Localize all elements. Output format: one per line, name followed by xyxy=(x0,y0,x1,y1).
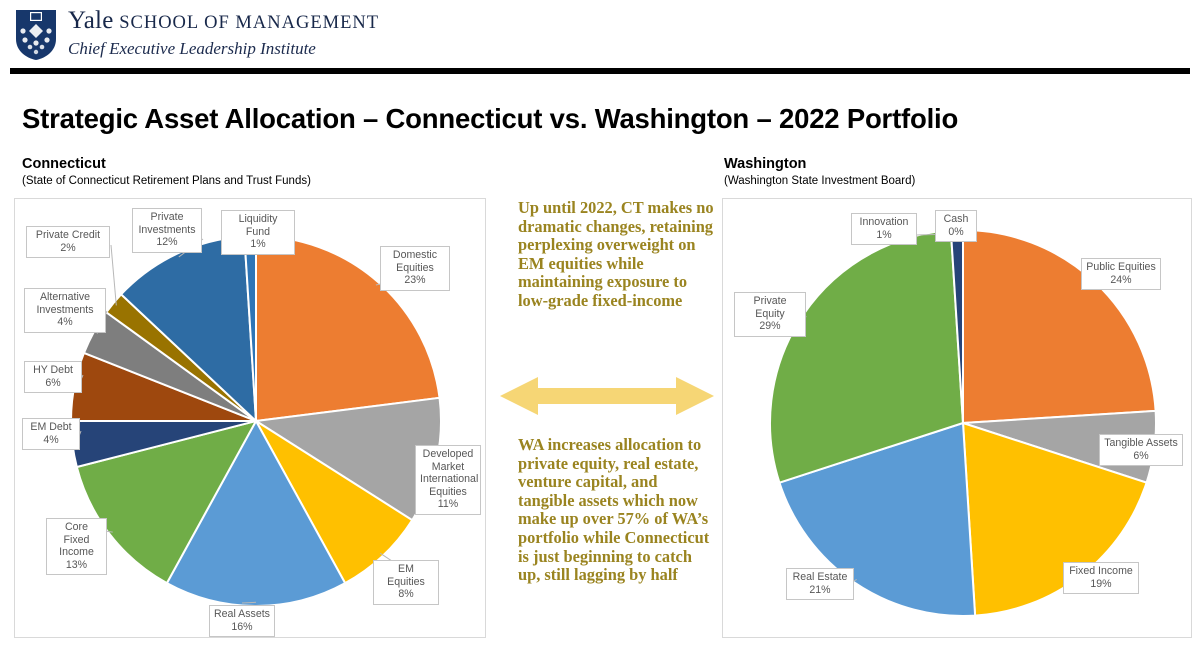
wa-label-tangible-assets: Tangible Assets 6% xyxy=(1099,434,1183,467)
brand-lockup: Yale SCHOOL OF MANAGEMENT Chief Executiv… xyxy=(68,8,379,59)
wa-heading-name: Washington xyxy=(724,156,807,172)
wa-label-cash: Cash 0% xyxy=(935,210,977,243)
ct-label-developed-intl: Developed Market International Equities 1… xyxy=(415,445,481,515)
double-headed-arrow-icon xyxy=(498,374,716,418)
wa-label-fixed-income: Fixed Income 19% xyxy=(1063,562,1139,595)
ct-label-domestic-equities: Domestic Equities 23% xyxy=(380,246,450,291)
brand-institute: Chief Executive Leadership Institute xyxy=(68,39,316,58)
washington-pie-svg xyxy=(769,228,1157,617)
commentary-washington: WA increases allocation to private equit… xyxy=(518,435,710,585)
washington-pie-chart[interactable]: Innovation 1% Cash 0% Public Equities 24% P… xyxy=(722,198,1192,638)
pie-slice[interactable] xyxy=(75,419,258,585)
column-heading-washington: Washington (Washington State Investment … xyxy=(724,156,915,189)
ct-heading-name: Connecticut xyxy=(22,156,106,172)
ct-label-em-equities: EM Equities 8% xyxy=(373,560,439,605)
ct-label-hy-debt: HY Debt 6% xyxy=(24,361,82,394)
slide-header: Yale SCHOOL OF MANAGEMENT Chief Executiv… xyxy=(0,0,1200,74)
brand-title-line: Yale SCHOOL OF MANAGEMENT xyxy=(68,8,379,36)
ct-label-liquidity-fund: Liquidity Fund 1% xyxy=(221,210,295,255)
ct-label-em-debt: EM Debt 4% xyxy=(22,418,80,451)
ct-label-core-fixed-income: Core Fixed Income 13% xyxy=(46,518,107,576)
connecticut-pie-chart[interactable]: Private Investments 12% Liquidity Fund 1% … xyxy=(14,198,486,638)
ct-label-alternative-investments: Alternative Investments 4% xyxy=(24,288,106,333)
ct-label-private-credit: Private Credit 2% xyxy=(26,226,110,259)
wa-label-private-equity: Private Equity 29% xyxy=(734,292,806,337)
ct-label-real-assets: Real Assets 16% xyxy=(209,605,275,638)
yale-shield-icon xyxy=(16,10,56,60)
wa-label-real-estate: Real Estate 21% xyxy=(786,568,854,601)
brand-school: SCHOOL OF MANAGEMENT xyxy=(119,13,380,33)
connecticut-pie-svg xyxy=(69,234,442,607)
wa-label-innovation: Innovation 1% xyxy=(851,213,917,246)
wa-heading-sub: (Washington State Investment Board) xyxy=(724,175,916,187)
ct-heading-sub: (State of Connecticut Retirement Plans a… xyxy=(22,175,311,187)
column-heading-connecticut: Connecticut (State of Connecticut Retire… xyxy=(22,156,311,189)
wa-label-public-equities: Public Equities 24% xyxy=(1081,258,1161,291)
brand-yale: Yale xyxy=(68,7,114,34)
header-divider-rule xyxy=(10,68,1190,74)
page-title: Strategic Asset Allocation – Connecticut… xyxy=(22,103,959,134)
ct-label-private-investments: Private Investments 12% xyxy=(132,208,202,253)
commentary-connecticut: Up until 2022, CT makes no dramatic chan… xyxy=(518,198,714,310)
